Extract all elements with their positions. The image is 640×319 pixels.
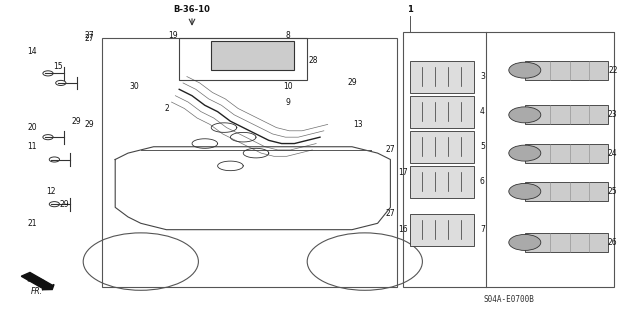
- Text: 4: 4: [480, 107, 485, 116]
- Text: 13: 13: [353, 120, 364, 129]
- Text: 15: 15: [52, 63, 63, 71]
- Text: 7: 7: [480, 225, 485, 234]
- Text: 30: 30: [129, 82, 140, 91]
- Text: 8: 8: [285, 31, 291, 40]
- Circle shape: [509, 145, 541, 161]
- Text: S04A-E0700B: S04A-E0700B: [483, 295, 534, 304]
- Text: 27: 27: [84, 31, 95, 40]
- Text: 2: 2: [164, 104, 169, 113]
- Polygon shape: [410, 96, 474, 128]
- Text: 25: 25: [608, 187, 618, 196]
- Text: 29: 29: [72, 117, 82, 126]
- Circle shape: [509, 107, 541, 123]
- Text: 27: 27: [385, 145, 396, 154]
- Text: 5: 5: [480, 142, 485, 151]
- Polygon shape: [525, 144, 608, 163]
- Text: 27: 27: [84, 34, 95, 43]
- Text: 10: 10: [283, 82, 293, 91]
- Polygon shape: [410, 166, 474, 198]
- Text: FR.: FR.: [31, 287, 42, 296]
- Text: 28: 28: [309, 56, 318, 65]
- Text: 3: 3: [480, 72, 485, 81]
- Text: 24: 24: [608, 149, 618, 158]
- Polygon shape: [410, 61, 474, 93]
- Circle shape: [509, 62, 541, 78]
- Text: 26: 26: [608, 238, 618, 247]
- FancyArrow shape: [21, 272, 54, 290]
- Polygon shape: [525, 105, 608, 124]
- Polygon shape: [410, 214, 474, 246]
- Circle shape: [509, 183, 541, 199]
- Text: 29: 29: [347, 78, 357, 87]
- Polygon shape: [525, 233, 608, 252]
- Text: 20: 20: [27, 123, 37, 132]
- Text: 16: 16: [398, 225, 408, 234]
- Polygon shape: [525, 61, 608, 80]
- Text: 11: 11: [28, 142, 36, 151]
- Text: 1: 1: [406, 5, 413, 14]
- Circle shape: [509, 234, 541, 250]
- Polygon shape: [211, 41, 294, 70]
- Polygon shape: [525, 182, 608, 201]
- Text: 9: 9: [285, 98, 291, 107]
- Text: 22: 22: [608, 66, 618, 75]
- Polygon shape: [410, 131, 474, 163]
- Text: B-36-10: B-36-10: [173, 5, 211, 14]
- Text: 17: 17: [398, 168, 408, 177]
- Text: 29: 29: [84, 120, 95, 129]
- Text: 21: 21: [28, 219, 36, 228]
- Text: 19: 19: [168, 31, 178, 40]
- Text: 29: 29: [59, 200, 69, 209]
- Text: 27: 27: [385, 209, 396, 218]
- Text: 12: 12: [47, 187, 56, 196]
- Text: 14: 14: [27, 47, 37, 56]
- Text: 6: 6: [480, 177, 485, 186]
- Text: 23: 23: [608, 110, 618, 119]
